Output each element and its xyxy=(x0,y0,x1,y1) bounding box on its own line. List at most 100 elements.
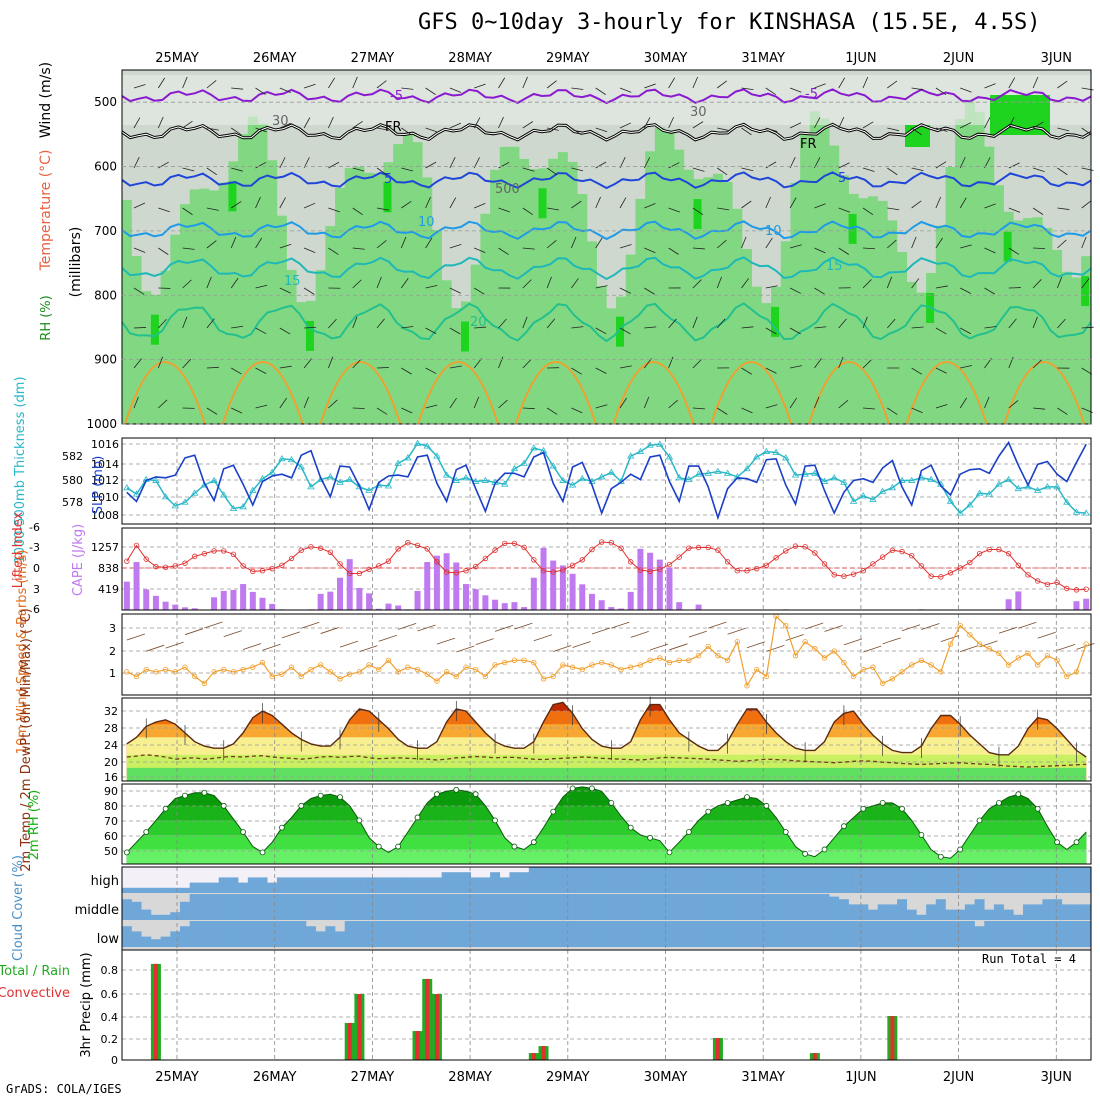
wind10m-barb xyxy=(863,645,882,653)
wind-barb xyxy=(765,327,777,335)
cloud-low-bar xyxy=(344,921,355,947)
rh-point xyxy=(802,850,809,857)
wind-barb xyxy=(716,80,728,89)
cloud-middle-bar xyxy=(528,894,539,920)
cloud-middle-bar xyxy=(121,899,132,920)
cloud-middle-bar xyxy=(848,904,859,920)
cloud-middle-bar xyxy=(586,894,597,920)
contour-plus25 xyxy=(514,361,597,425)
wind10m-barb xyxy=(320,627,339,634)
wind-barb xyxy=(789,87,802,93)
wind-barb xyxy=(401,407,413,414)
rh-column xyxy=(635,198,646,424)
wind-barb xyxy=(692,207,704,216)
cloud-middle-bar xyxy=(858,904,869,920)
cloud-low-bar xyxy=(267,921,278,947)
cloud-middle-bar xyxy=(742,894,753,920)
rh-column xyxy=(199,188,210,424)
thickness-point xyxy=(1072,508,1081,515)
li-point xyxy=(463,568,469,574)
wind-barb xyxy=(547,127,559,131)
cloud-middle-bar xyxy=(751,894,762,920)
cloud-high-bar xyxy=(703,867,714,893)
cloud-low-bar xyxy=(460,921,471,947)
li-point xyxy=(860,568,866,574)
wind-speed-point xyxy=(250,664,256,670)
wind-barb xyxy=(935,404,948,409)
wind-barb xyxy=(741,367,752,375)
rh-column xyxy=(664,130,675,424)
cloud-high-bar xyxy=(228,877,239,893)
cloud-middle-bar xyxy=(247,894,258,920)
cape-bar xyxy=(385,603,392,610)
date-label-top: 1JUN xyxy=(845,51,876,66)
contour-label: 30 xyxy=(690,105,707,120)
rh-point xyxy=(957,846,964,853)
wind-barb xyxy=(1081,236,1087,249)
wind10m-barb xyxy=(359,645,378,652)
cloud-low-bar xyxy=(984,921,995,947)
wind-barb xyxy=(692,167,705,172)
cloud-low-bar xyxy=(179,926,190,947)
rh-point xyxy=(453,786,460,793)
rh-column xyxy=(897,252,908,424)
rh-point xyxy=(492,817,498,824)
cloud-middle-bar xyxy=(761,894,772,920)
li-point xyxy=(569,562,576,568)
wind-barb xyxy=(328,116,334,129)
contour-plus25 xyxy=(1003,361,1086,425)
cloud-high-bar xyxy=(267,882,278,893)
wind-barb xyxy=(546,276,552,289)
wind-speed-point xyxy=(986,646,992,652)
li-point xyxy=(153,563,159,570)
wind-speed-point xyxy=(996,650,1002,657)
wind-barb xyxy=(619,122,632,129)
thickness-point xyxy=(287,455,296,463)
cloud-low-bar xyxy=(577,921,588,947)
wind-barb xyxy=(911,127,922,136)
wind-barb xyxy=(668,207,681,213)
cloud-middle-bar xyxy=(490,894,501,920)
li-point xyxy=(831,572,837,578)
li-point xyxy=(812,550,818,556)
wind-speed-point xyxy=(540,676,547,682)
cloud-high-bar xyxy=(305,877,316,893)
rh-column xyxy=(519,158,530,424)
cloud-middle-bar xyxy=(209,894,220,920)
wind-barb xyxy=(984,117,991,129)
wind-barb xyxy=(546,318,556,329)
wind-barb xyxy=(279,197,286,209)
wind10m-barb xyxy=(339,640,359,648)
cloud-high-bar xyxy=(557,867,568,893)
rh-column xyxy=(431,229,442,424)
wind-barb xyxy=(401,326,414,329)
cloud-high-bar xyxy=(887,867,898,893)
rh-column xyxy=(654,127,665,424)
rh-moist-patch xyxy=(538,188,547,219)
rh-moist-patch xyxy=(1081,276,1090,307)
pressure-tick: 900 xyxy=(94,353,117,367)
wind-speed-point xyxy=(1083,641,1089,647)
wind-barb xyxy=(303,396,309,409)
wind-barb xyxy=(619,327,631,335)
wind-barb xyxy=(643,117,651,129)
wind-speed-point xyxy=(550,673,556,680)
wind-barb xyxy=(498,318,507,329)
wind-barb xyxy=(716,239,727,249)
wind-barb xyxy=(352,121,363,129)
cloud-middle-bar xyxy=(1032,904,1043,920)
thickness-point xyxy=(1014,484,1023,492)
wind-barb xyxy=(158,247,169,255)
cloud-high-bar xyxy=(877,867,888,893)
rh-column xyxy=(771,286,782,424)
wind-speed-point xyxy=(744,683,750,689)
wind-barb xyxy=(911,326,924,329)
rh-column xyxy=(160,270,171,424)
thickness-point xyxy=(946,497,955,504)
rh-column xyxy=(586,241,597,424)
ylabel-rh2m: 2m RH (%) xyxy=(27,790,42,861)
wind-speed-point xyxy=(967,632,973,638)
ylabel-temp2m: 2m Temp / 2m DewPt (6hr Min/Max) (°C) xyxy=(19,608,34,871)
contour-plus25 xyxy=(710,361,793,425)
wind-barb xyxy=(133,202,146,209)
